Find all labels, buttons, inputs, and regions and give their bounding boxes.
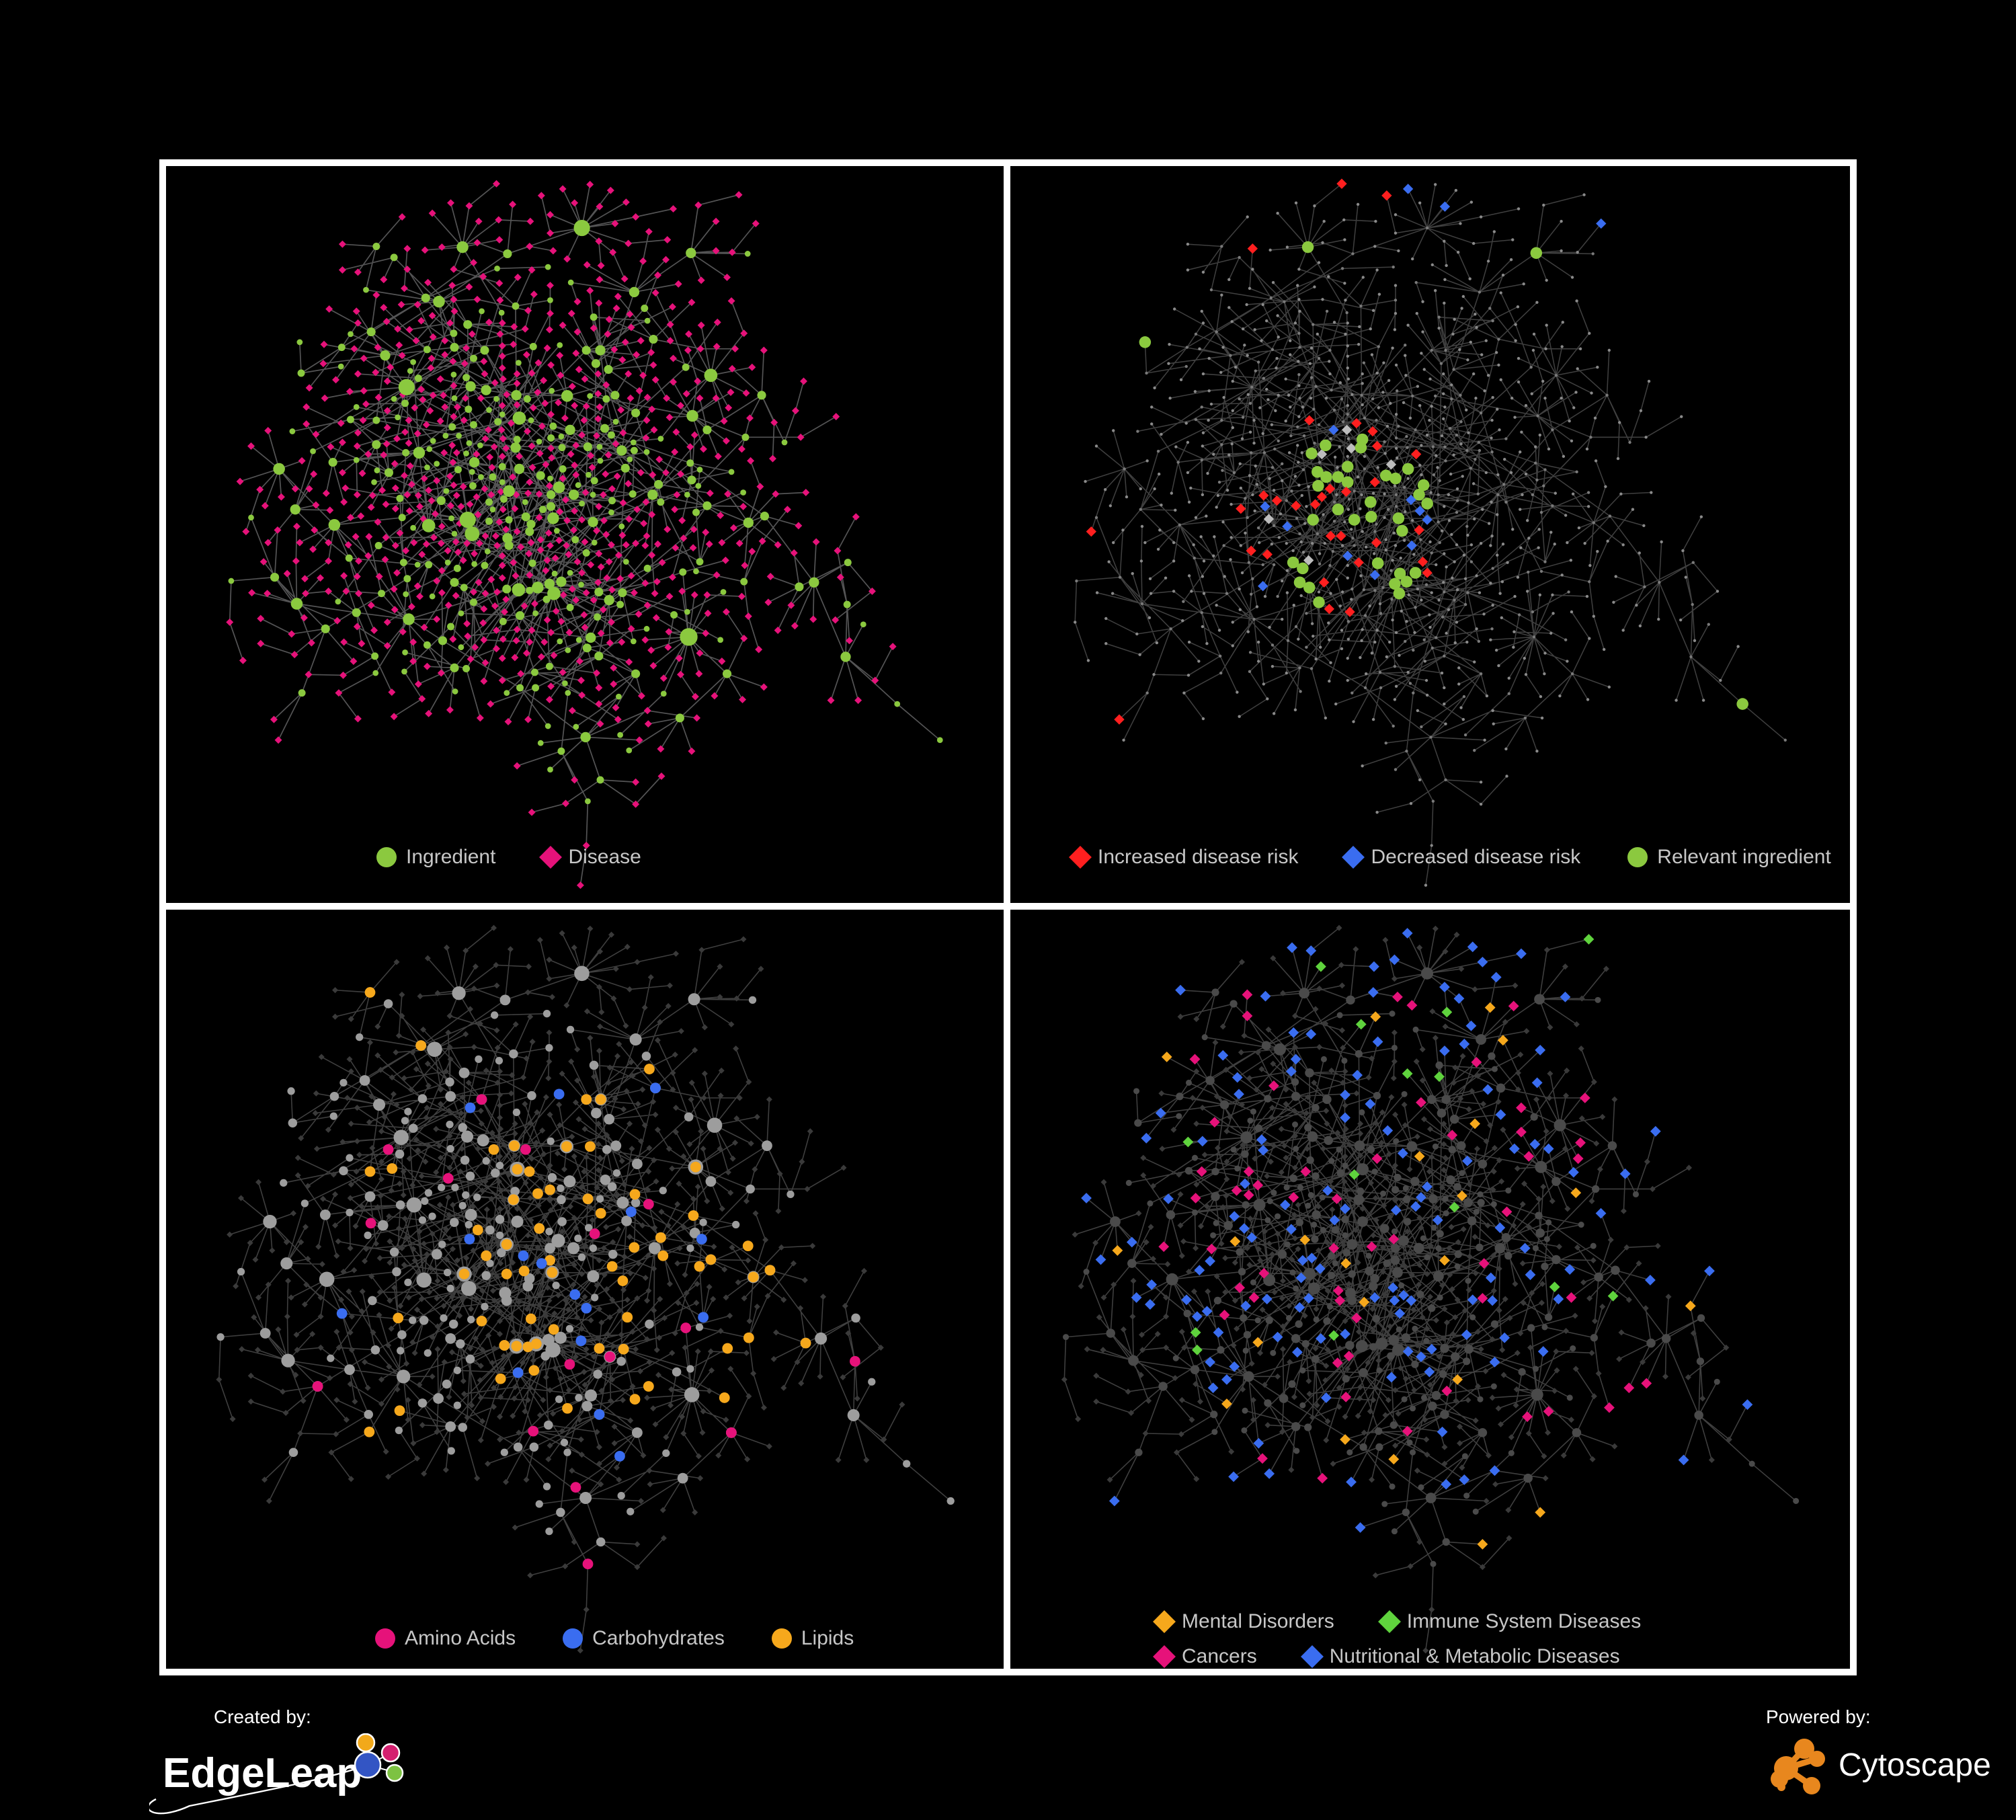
svg-text:Cytoscape: Cytoscape bbox=[1839, 1747, 1991, 1783]
svg-text:EdgeLeap: EdgeLeap bbox=[163, 1750, 362, 1796]
